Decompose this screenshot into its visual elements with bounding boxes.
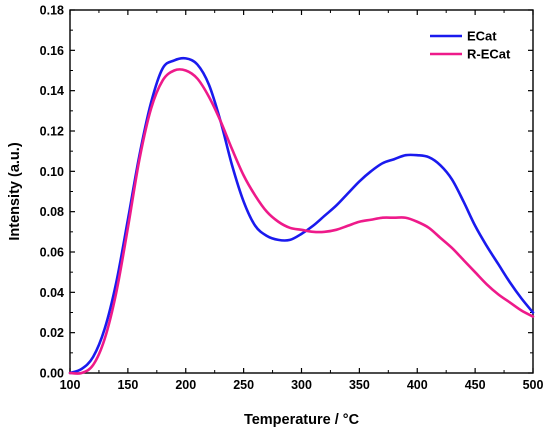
y-tick-label: 0.06 xyxy=(40,246,64,260)
x-tick-label: 250 xyxy=(233,378,254,392)
x-tick-label: 150 xyxy=(117,378,138,392)
y-tick-label: 0.10 xyxy=(40,165,64,179)
x-tick-label: 500 xyxy=(523,378,544,392)
legend: ECat R-ECat xyxy=(430,29,511,62)
x-tick-label: 100 xyxy=(60,378,81,392)
series-line-ecat xyxy=(68,56,535,375)
y-tick-label: 0.00 xyxy=(40,367,64,381)
series-group xyxy=(68,56,535,375)
x-axis-title: Temperature / °C xyxy=(244,412,360,428)
y-tick-label: 0.16 xyxy=(40,44,64,58)
x-tick-label: 450 xyxy=(465,378,486,392)
y-tick-label: 0.14 xyxy=(40,84,64,98)
y-tick-label: 0.02 xyxy=(40,326,64,340)
x-tick-label: 300 xyxy=(291,378,312,392)
plot-frame-group xyxy=(69,9,534,374)
series-line-r-ecat xyxy=(68,68,535,375)
y-tick-label: 0.04 xyxy=(40,286,64,300)
legend-label-r-ecat: R-ECat xyxy=(467,47,511,62)
y-tick-label: 0.18 xyxy=(40,4,64,18)
x-tick-label: 400 xyxy=(407,378,428,392)
x-tick-label: 200 xyxy=(175,378,196,392)
legend-label-ecat: ECat xyxy=(467,29,497,44)
x-tick-label: 350 xyxy=(349,378,370,392)
y-tick-label: 0.08 xyxy=(40,205,64,219)
y-axis-title: Intensity (a.u.) xyxy=(7,142,23,240)
y-tick-label: 0.12 xyxy=(40,125,64,139)
ticks-group: 100 150 200 250 300 350 400 450 500 0.00 0.02 0.04 0… xyxy=(40,4,544,393)
plot-frame xyxy=(69,9,534,374)
